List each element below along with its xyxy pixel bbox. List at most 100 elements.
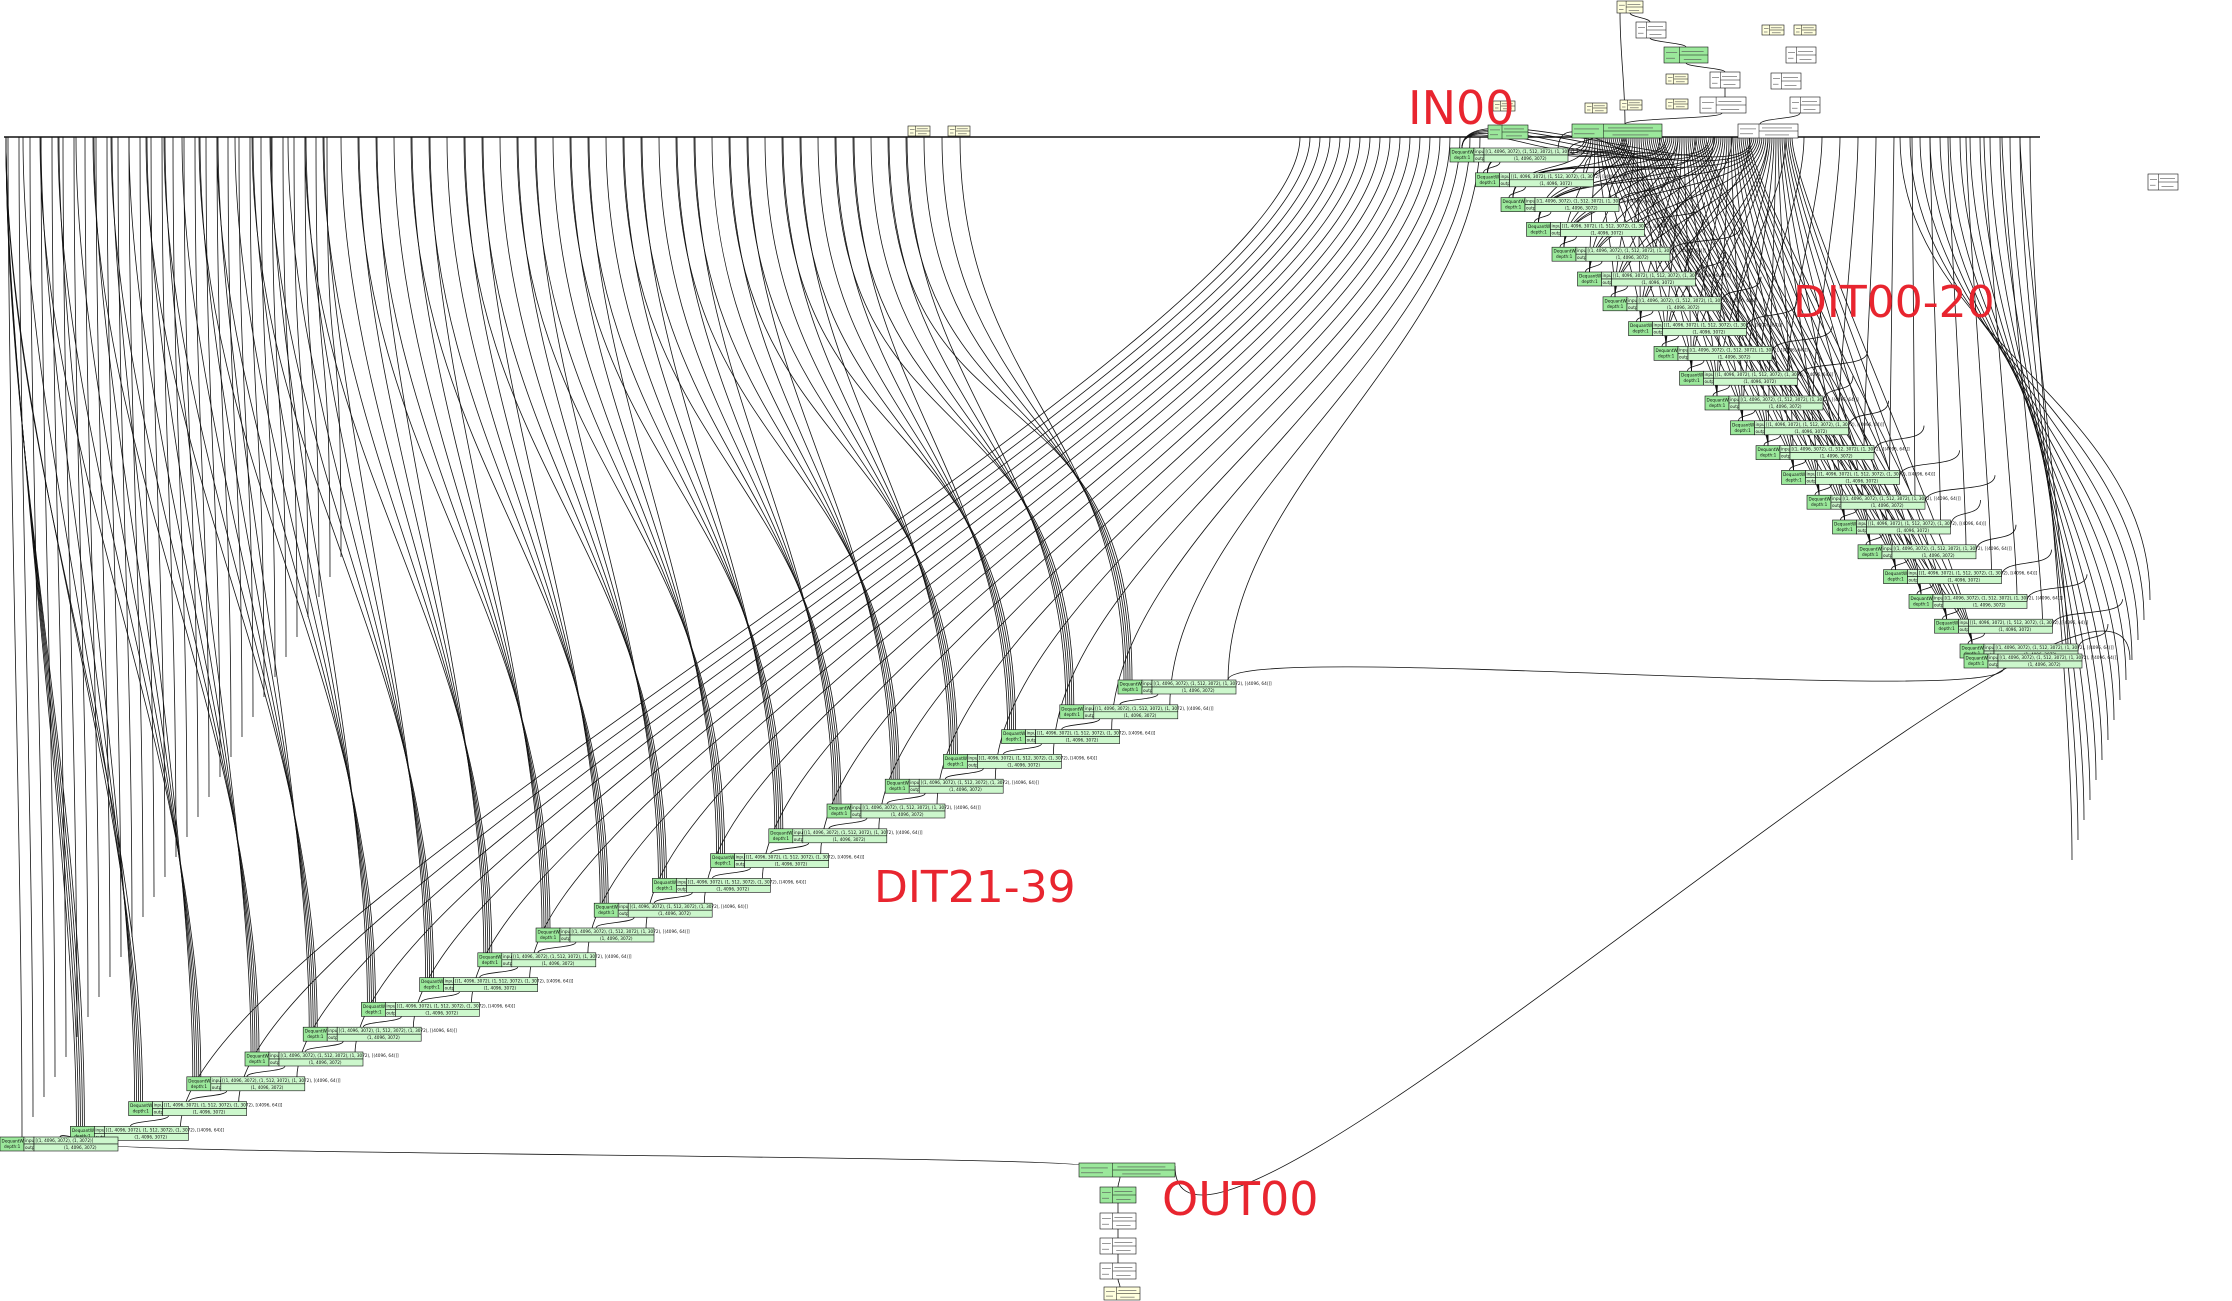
graph-edge — [1654, 136, 1871, 545]
op-node[interactable] — [2147, 173, 2179, 191]
op-node[interactable] — [1635, 21, 1667, 39]
input-shape: [(1, 4096, 3072), (1, 512, 3072), (1, 30… — [1613, 273, 1732, 278]
tensor-node[interactable] — [1793, 24, 1817, 36]
output-tensor-node[interactable] — [1103, 1286, 1141, 1301]
graph-edge — [145, 136, 318, 1028]
tensor-node[interactable] — [947, 125, 971, 137]
output-key: output: — [1989, 662, 2004, 667]
graph-edge — [1909, 136, 2145, 621]
node-name: DequantWrapper — [1834, 522, 1870, 527]
output-key: output: — [1858, 528, 1873, 533]
output-shape: (1, 4096, 3072) — [1616, 255, 1649, 260]
tensor-node[interactable] — [1584, 102, 1608, 114]
graph-edge — [1929, 136, 1941, 524]
graph-edge — [1899, 450, 1960, 478]
graph-edge — [1169, 136, 1471, 707]
input-shape: [(1, 4096, 3072), (1, 512, 3072), (1, 30… — [222, 1078, 341, 1083]
graph-edge — [93, 136, 196, 1077]
tensor-node[interactable] — [1619, 99, 1643, 111]
tensor-node[interactable] — [1665, 98, 1689, 110]
op-node[interactable] — [1699, 96, 1747, 114]
input-key: input: — [95, 1127, 107, 1132]
graph-edge — [5, 136, 141, 1102]
input-shape: [(1, 4096, 3072), (1, 512, 3072), (1, 30… — [1843, 496, 1962, 501]
op-node[interactable] — [1770, 72, 1802, 90]
op-node[interactable] — [1789, 96, 1821, 114]
graph-edge — [238, 136, 254, 718]
graph-edge — [658, 136, 838, 805]
graph-edge — [1967, 633, 1985, 645]
graph-edge — [1865, 533, 1883, 545]
graph-edge — [479, 966, 519, 978]
reshape-node[interactable] — [1099, 1262, 1137, 1280]
embedder-node[interactable] — [1571, 123, 1663, 139]
node[interactable] — [1487, 124, 1529, 140]
node-name: DequantWrapper — [887, 781, 923, 786]
permute-node[interactable] — [1099, 1237, 1137, 1255]
graph-edge — [1559, 236, 1577, 248]
input-shape: [(1, 4096, 3072), (1, 512, 3072), (1, 30… — [513, 954, 632, 959]
tensor-node[interactable] — [1665, 73, 1689, 85]
proj-out-node[interactable] — [1099, 1186, 1137, 1204]
output-shape: (1, 4096, 3072) — [1667, 305, 1700, 310]
output-shape: (1, 4096, 3072) — [1769, 404, 1802, 409]
norm-out-node[interactable] — [1078, 1162, 1176, 1178]
op-node[interactable] — [1785, 46, 1817, 64]
graph-edge — [429, 136, 543, 929]
op-node[interactable] — [1737, 123, 1799, 139]
tensor-node[interactable] — [1492, 100, 1516, 112]
graph-edge — [886, 792, 926, 805]
reshape-node[interactable] — [1099, 1212, 1137, 1230]
input-embed-node[interactable] — [1663, 46, 1709, 64]
op-node[interactable] — [1709, 71, 1741, 89]
graph-edge — [1791, 136, 1973, 645]
input-shape: [(1, 4096, 3072), (1, 512, 3072), (1, 30… — [1562, 223, 1681, 228]
graph-edge — [199, 136, 312, 1028]
tensor-node[interactable] — [907, 125, 931, 137]
node-name: DequantWrapper — [1554, 249, 1590, 254]
tensor-node[interactable] — [1761, 24, 1785, 36]
input-tensor-node[interactable] — [1616, 0, 1644, 14]
